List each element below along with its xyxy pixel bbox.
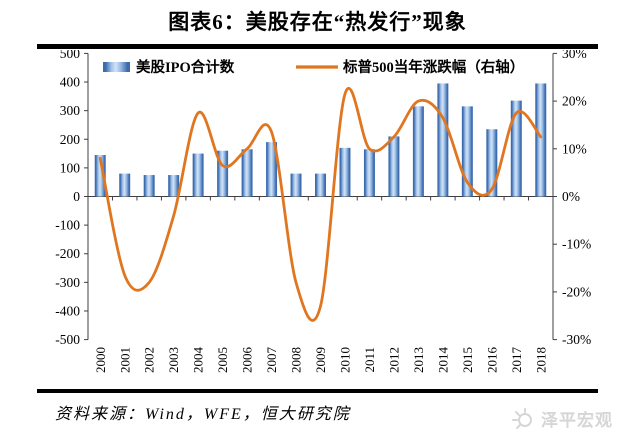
- svg-text:-30%: -30%: [562, 332, 591, 347]
- bar-2004: [192, 153, 204, 197]
- svg-text:-300: -300: [55, 275, 80, 290]
- svg-text:2016: 2016: [484, 347, 499, 374]
- bar-2001: [119, 173, 131, 197]
- sun-logo-icon: [512, 407, 532, 429]
- svg-text:2005: 2005: [215, 347, 230, 373]
- brand-watermark: 泽平宏观: [512, 406, 613, 431]
- svg-text:20%: 20%: [562, 94, 587, 109]
- svg-text:2007: 2007: [264, 347, 279, 374]
- legend-bar-label: 美股IPO合计数: [136, 58, 235, 76]
- right-axis-labels: 30% 20% 10% 0% -10% -20% -30%: [562, 46, 591, 347]
- svg-text:2018: 2018: [533, 347, 548, 373]
- chart-title: 图表6：美股存在“热发行”现象: [168, 10, 467, 34]
- bar-2016: [486, 129, 498, 197]
- top-divider: [37, 44, 598, 49]
- svg-text:2002: 2002: [142, 347, 157, 373]
- svg-text:-500: -500: [55, 332, 80, 347]
- svg-text:500: 500: [60, 50, 81, 61]
- svg-text:2000: 2000: [93, 347, 108, 373]
- chart-area: 500 400 300 200 100 0 -100 -200 -300 -400 -500 30% 2…: [0, 46, 635, 395]
- svg-text:2003: 2003: [166, 347, 181, 373]
- bar-2014: [437, 83, 449, 197]
- svg-text:2014: 2014: [435, 347, 450, 374]
- svg-text:-100: -100: [55, 218, 80, 233]
- bar-2005: [217, 150, 229, 197]
- bar-2007: [266, 142, 278, 197]
- bar-2010: [339, 147, 351, 197]
- bar-2017: [510, 100, 522, 197]
- svg-text:0: 0: [73, 189, 80, 204]
- svg-text:2013: 2013: [411, 347, 426, 373]
- svg-text:30%: 30%: [562, 50, 587, 61]
- bar-2009: [315, 173, 326, 197]
- svg-text:2011: 2011: [362, 347, 377, 373]
- legend: 美股IPO合计数 标普500当年涨跌幅（右轴）: [103, 58, 524, 76]
- bar-2003: [168, 175, 180, 197]
- ipo-sp500-chart: 500 400 300 200 100 0 -100 -200 -300 -400 -500 30% 2…: [55, 46, 591, 374]
- svg-text:0%: 0%: [562, 189, 580, 204]
- left-axis-labels: 500 400 300 200 100 0 -100 -200 -300 -400 -500: [55, 46, 81, 347]
- svg-text:400: 400: [60, 75, 81, 90]
- bar-2008: [290, 173, 302, 197]
- svg-text:100: 100: [60, 160, 81, 175]
- bar-2006: [241, 149, 253, 197]
- bar-2011: [363, 149, 375, 197]
- x-axis-labels: 2000 2001 2002 2003 2004 2005 2006 2007 2008 2009…: [93, 347, 549, 374]
- svg-text:10%: 10%: [562, 141, 587, 156]
- svg-text:2004: 2004: [191, 347, 206, 374]
- svg-text:-400: -400: [55, 303, 80, 318]
- svg-text:-10%: -10%: [562, 237, 591, 252]
- line-sp500-change: [98, 87, 543, 322]
- bar-2002: [143, 175, 155, 197]
- bar-2013: [412, 106, 424, 197]
- svg-text:2012: 2012: [386, 347, 401, 373]
- svg-text:-200: -200: [55, 246, 80, 261]
- bar-2012: [388, 136, 400, 197]
- svg-text:2009: 2009: [313, 347, 328, 373]
- svg-text:2015: 2015: [460, 347, 475, 373]
- svg-text:2006: 2006: [240, 347, 255, 374]
- svg-text:2010: 2010: [338, 347, 353, 373]
- svg-text:200: 200: [60, 132, 81, 147]
- brand-watermark-text: 泽平宏观: [541, 411, 613, 430]
- legend-line-label: 标普500当年涨跌幅（右轴）: [342, 58, 524, 76]
- bar-2015: [461, 106, 473, 197]
- bars-ipo-count: [94, 83, 547, 197]
- bottom-divider: [37, 389, 598, 393]
- svg-text:2017: 2017: [509, 347, 524, 374]
- svg-text:-20%: -20%: [562, 284, 591, 299]
- bar-2000: [94, 155, 106, 197]
- svg-text:2008: 2008: [289, 347, 304, 373]
- legend-bar-swatch: [103, 62, 130, 72]
- svg-text:300: 300: [60, 103, 81, 118]
- svg-text:2001: 2001: [117, 347, 132, 373]
- bar-2018: [535, 83, 547, 197]
- source-note: 资料来源：Wind，WFE，恒大研究院: [55, 406, 351, 423]
